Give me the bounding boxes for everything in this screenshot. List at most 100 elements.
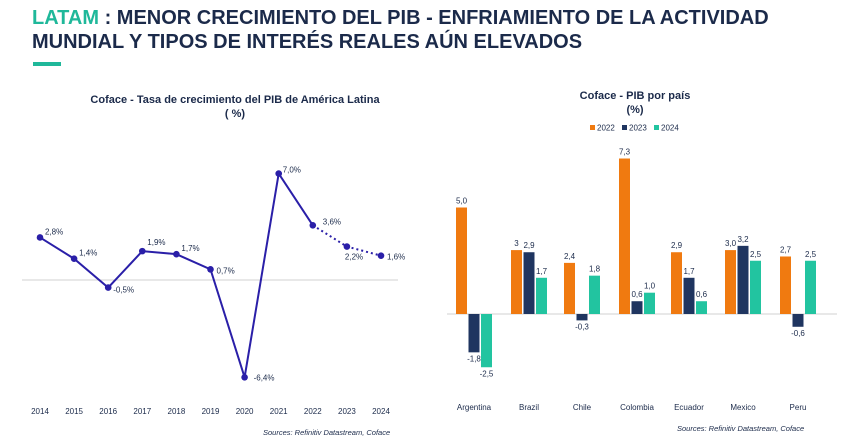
x-tick-2019: 2019 [202, 407, 220, 416]
x-tick-Colombia: Colombia [620, 403, 654, 412]
data-label-2019: 0,7% [217, 266, 235, 275]
bar-label-Peru-2023: -0,6 [791, 329, 805, 338]
bar-Ecuador-2022 [671, 252, 682, 314]
legend-swatch-2023 [622, 125, 627, 130]
data-label-2018: 1,7% [181, 244, 199, 253]
bar-Argentina-2023 [468, 314, 480, 353]
line-chart-title-line2: ( %) [224, 108, 246, 120]
series-line-actual [39, 170, 314, 378]
bar-Brazil-2022 [511, 250, 522, 314]
data-label-2021: 7,0% [283, 166, 301, 175]
title-underline [33, 62, 61, 66]
bar-label-Brazil-2023: 2,9 [523, 241, 535, 250]
x-tick-Mexico: Mexico [730, 403, 756, 412]
bar-chart-source: Sources: Refinitiv Datastream, Coface [677, 424, 805, 433]
bar-label-Peru-2024: 2,5 [805, 250, 817, 259]
bar-Brazil-2023 [523, 252, 535, 314]
bar-chart: 2022 2023 2024 5,0 -1,8 -2,5 Argentina 3 2,9 1,7 B… [447, 124, 837, 412]
legend-label-2023: 2023 [629, 124, 647, 133]
line-chart-title-line1: Coface - Tasa de crecimiento del PIB de … [90, 94, 380, 106]
data-point-2019 [207, 266, 214, 273]
data-point-2022 [309, 221, 317, 229]
bar-label-Colombia-2022: 7,3 [619, 148, 631, 157]
bar-chart-title: Coface - PIB por país (%) [520, 89, 750, 117]
bar-Mexico-2022 [725, 250, 736, 314]
bar-label-Brazil-2024: 1,7 [536, 267, 548, 276]
data-label-2023: 2,2% [345, 253, 363, 262]
bar-Colombia-2023 [631, 301, 643, 314]
series-line-forecast [312, 224, 382, 257]
line-chart-title: Coface - Tasa de crecimiento del PIB de … [40, 93, 430, 121]
legend-label-2022: 2022 [597, 124, 615, 133]
bar-Brazil-2024 [536, 277, 547, 314]
data-label-2015: 1,4% [79, 249, 97, 258]
data-point-2021 [275, 170, 283, 177]
x-tick-Argentina: Argentina [457, 403, 492, 412]
data-label-2016: -0,5% [113, 286, 134, 295]
x-tick-2024: 2024 [372, 407, 390, 416]
x-tick-2015: 2015 [65, 407, 83, 416]
legend-swatch-2022 [590, 125, 595, 130]
data-label-2024: 1,6% [387, 253, 405, 262]
title-rest: : MENOR CRECIMIENTO DEL PIB - ENFRIAMIEN… [99, 7, 769, 29]
bar-Chile-2023 [576, 314, 588, 321]
data-label-2017: 1,9% [147, 238, 165, 247]
x-tick-Peru: Peru [790, 403, 807, 412]
bar-Mexico-2023 [737, 245, 749, 314]
data-point-2018 [173, 250, 180, 258]
x-tick-2016: 2016 [99, 407, 117, 416]
bar-Peru-2022 [780, 256, 791, 314]
bar-label-Mexico-2022: 3,0 [725, 239, 737, 248]
x-tick-2020: 2020 [236, 407, 254, 416]
bar-label-Mexico-2023: 3,2 [737, 235, 749, 244]
x-tick-Brazil: Brazil [519, 403, 539, 412]
x-tick-2018: 2018 [168, 407, 186, 416]
legend-label-2024: 2024 [661, 124, 679, 133]
title-accent: LATAM [32, 7, 100, 29]
bar-Ecuador-2023 [683, 277, 695, 314]
bar-label-Mexico-2024: 2,5 [750, 250, 762, 259]
bar-Peru-2024 [805, 260, 816, 314]
data-label-2014: 2,8% [45, 227, 63, 236]
data-point-2023 [343, 243, 351, 250]
data-point-2020 [241, 373, 248, 381]
bar-label-Argentina-2023: -1,8 [467, 354, 481, 363]
data-label-2022: 3,6% [323, 217, 341, 226]
x-tick-2014: 2014 [31, 407, 49, 416]
line-chart-source: Sources: Refinitiv Datastream, Coface [263, 428, 391, 437]
x-tick-2021: 2021 [270, 407, 288, 416]
bar-Mexico-2024 [750, 260, 761, 314]
bar-label-Chile-2023: -0,3 [575, 322, 589, 331]
bar-label-Chile-2022: 2,4 [564, 252, 576, 261]
bar-label-Argentina-2024: -2,5 [480, 369, 494, 378]
bar-Ecuador-2024 [696, 301, 707, 314]
bar-Chile-2022 [564, 262, 575, 314]
x-tick-2023: 2023 [338, 407, 356, 416]
legend-swatch-2024 [654, 125, 659, 130]
bar-label-Ecuador-2023: 1,7 [683, 267, 695, 276]
bar-chart-title-line1: Coface - PIB por país [579, 90, 691, 102]
x-tick-Chile: Chile [573, 403, 592, 412]
data-label-2020: -6,4% [254, 373, 275, 382]
bar-label-Ecuador-2024: 0,6 [696, 290, 708, 299]
title-line-2: MUNDIAL Y TIPOS DE INTERÉS REALES AÚN EL… [32, 31, 583, 53]
bar-label-Colombia-2023: 0,6 [631, 290, 643, 299]
x-tick-2017: 2017 [133, 407, 151, 416]
data-point-2015 [70, 255, 78, 263]
bar-Peru-2023 [792, 314, 804, 327]
x-tick-2022: 2022 [304, 407, 322, 416]
page-title: LATAM : MENOR CRECIMIENTO DEL PIB - ENFR… [32, 6, 862, 54]
data-point-2014 [36, 234, 44, 241]
bar-label-Peru-2022: 2,7 [780, 245, 792, 254]
data-point-2017 [139, 247, 146, 255]
line-chart: 2,8% 2014 1,4% 2015 -0,5% 2016 1,9% 2017 1,7% 201… [22, 166, 405, 416]
x-tick-Ecuador: Ecuador [674, 403, 704, 412]
bar-Argentina-2024 [481, 314, 492, 368]
bar-Colombia-2022 [619, 158, 630, 314]
bar-label-Chile-2024: 1,8 [589, 265, 601, 274]
bar-chart-title-line2: (%) [626, 104, 644, 116]
bar-Argentina-2022 [456, 207, 467, 314]
bar-Colombia-2024 [644, 292, 655, 314]
title-line-1: LATAM : MENOR CRECIMIENTO DEL PIB - ENFR… [32, 6, 862, 30]
data-point-2016 [104, 284, 112, 291]
